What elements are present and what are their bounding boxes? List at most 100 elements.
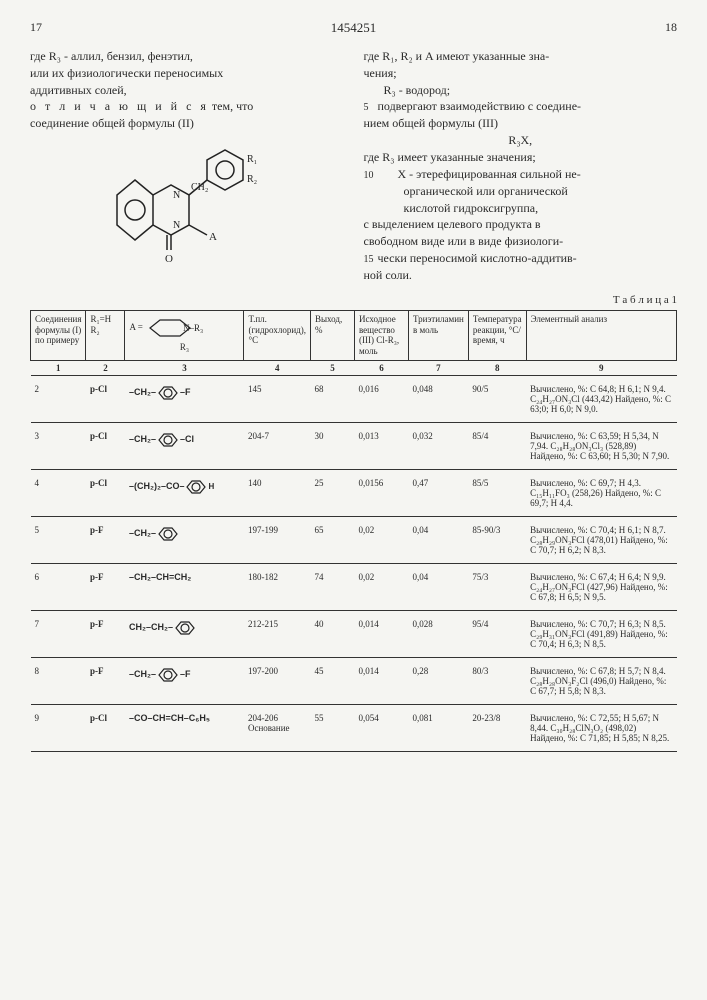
table-cell: 197-199 [244, 516, 311, 563]
svg-text:N: N [173, 220, 180, 231]
col-number: 1 [31, 360, 86, 375]
table-cell: 0,016 [354, 375, 408, 422]
text-line: чения; [364, 65, 678, 82]
table-cell: 20-23/8 [468, 704, 526, 751]
svg-text:A: A [209, 231, 217, 243]
col-header: R₁=H R₂ [86, 310, 125, 360]
table-cell: p-Cl [86, 704, 125, 751]
table-cell: 0,032 [408, 422, 468, 469]
table-cell: p-F [86, 657, 125, 704]
col-number: 2 [86, 360, 125, 375]
table-cell: 0,028 [408, 610, 468, 657]
col-header: A = N–R₃ R₃ [125, 310, 244, 360]
text-line: кислотой гидроксигруппа, [404, 200, 678, 217]
table-cell: 9 [31, 704, 86, 751]
table-cell: –CH₂–CH=CH₂ [125, 563, 244, 610]
table-cell: Вычислено, %: C 69,7; H 4,3. C₁₅H₁₁FO₃ (… [526, 469, 676, 516]
table-cell: 3 [31, 422, 86, 469]
table-row: 7p-FCH₂–CH₂–212-215400,0140,02895/4Вычис… [31, 610, 677, 657]
table-cell: 74 [310, 563, 354, 610]
col-number: 9 [526, 360, 676, 375]
table-cell: 7 [31, 610, 86, 657]
table-row: 5p-F–CH₂–197-199650,020,0485-90/3Вычисле… [31, 516, 677, 563]
text-line: аддитивных солей, [30, 82, 344, 99]
table-cell: 0,02 [354, 516, 408, 563]
table-row: 2p-Cl–CH₂––F145680,0160,04890/5Вычислено… [31, 375, 677, 422]
text-line: подвергают взаимодействию с соедине- [378, 99, 582, 113]
table-cell: 95/4 [468, 610, 526, 657]
table-cell: 0,081 [408, 704, 468, 751]
table-cell: 6 [31, 563, 86, 610]
col-header: Исходное вещество (III) Cl-R₃, моль [354, 310, 408, 360]
patent-number: 1454251 [331, 20, 377, 36]
data-table: Соединения формулы (I) по примеру R₁=H R… [30, 310, 677, 752]
table-cell: Вычислено, %: C 70,7; H 6,3; N 8,5. C₂₉H… [526, 610, 676, 657]
table-cell: 0,054 [354, 704, 408, 751]
text-line: где R₁, R₂ и A имеют указанные зна- [364, 48, 678, 65]
table-cell: p-F [86, 516, 125, 563]
table-cell: p-Cl [86, 375, 125, 422]
table-cell: 90/5 [468, 375, 526, 422]
table-cell: 80/3 [468, 657, 526, 704]
table-cell: 0,013 [354, 422, 408, 469]
col-number: 4 [244, 360, 311, 375]
text-line: ной соли. [364, 267, 678, 284]
table-cell: Вычислено, %: C 67,8; H 5,7; N 8,4. C₂₈H… [526, 657, 676, 704]
line-number: 5 [364, 101, 378, 115]
formula-text: R₃X, [364, 132, 678, 149]
table-cell: 145 [244, 375, 311, 422]
page-left: 17 [30, 20, 42, 44]
table-cell: 0,04 [408, 563, 468, 610]
table-label: Т а б л и ц а 1 [30, 294, 677, 306]
col-header: Соединения формулы (I) по примеру [31, 310, 86, 360]
table-cell: 75/3 [468, 563, 526, 610]
svg-text:R₁: R₁ [247, 154, 257, 165]
table-cell: 0,02 [354, 563, 408, 610]
table-cell: Вычислено, %: C 63,59; H 5,34, N 7,94. C… [526, 422, 676, 469]
table-cell: –CH₂– [125, 516, 244, 563]
page-right: 18 [665, 20, 677, 44]
table-cell: Вычислено, %: C 72,55; H 5,67; N 8,44. C… [526, 704, 676, 751]
svg-text:R₂: R₂ [247, 174, 257, 185]
col-number: 3 [125, 360, 244, 375]
table-cell: 212-215 [244, 610, 311, 657]
table-row: 6p-F–CH₂–CH=CH₂180-182740,020,0475/3Вычи… [31, 563, 677, 610]
col-header: Триэтиламин в моль [408, 310, 468, 360]
right-column: где R₁, R₂ и A имеют указанные зна- чени… [364, 48, 678, 284]
table-cell: 65 [310, 516, 354, 563]
table-cell: 40 [310, 610, 354, 657]
table-cell: 0,014 [354, 657, 408, 704]
table-cell: 0,0156 [354, 469, 408, 516]
col-header: Т.пл. (гидрохлорид), °C [244, 310, 311, 360]
chemical-structure-formula-2: CH₂ R₁ R₂ N N A O [30, 140, 344, 275]
col-header: Выход, % [310, 310, 354, 360]
table-cell: p-F [86, 563, 125, 610]
text-line: где R₃ имеет указанные значения; [364, 149, 678, 166]
table-row: 8p-F–CH₂––F197-200450,0140,2880/3Вычисле… [31, 657, 677, 704]
svg-text:N–R₃: N–R₃ [183, 323, 203, 333]
table-cell: p-Cl [86, 469, 125, 516]
text-line: органической или органической [404, 183, 678, 200]
svg-text:O: O [165, 253, 173, 265]
col-header: Температура реакции, °C/время, ч [468, 310, 526, 360]
text-line: о т л и ч а ю щ и й с я тем, что [30, 98, 344, 115]
col-number: 7 [408, 360, 468, 375]
col-header: Элементный анализ [526, 310, 676, 360]
col-number: 8 [468, 360, 526, 375]
table-cell: 45 [310, 657, 354, 704]
table-cell: p-F [86, 610, 125, 657]
table-cell: –CH₂––F [125, 375, 244, 422]
text-line: R₃ - водород; [384, 82, 678, 99]
table-cell: 0,04 [408, 516, 468, 563]
table-cell: 197-200 [244, 657, 311, 704]
text-line: нием общей формулы (III) [364, 115, 678, 132]
table-cell: 5 [31, 516, 86, 563]
table-cell: –CH₂––Cl [125, 422, 244, 469]
col-number: 6 [354, 360, 408, 375]
table-cell: 0,47 [408, 469, 468, 516]
table-cell: Вычислено, %: C 70,4; H 6,1; N 8,7. C₂₈H… [526, 516, 676, 563]
table-cell: –(CH₂)₂–CO–H [125, 469, 244, 516]
svg-text:CH₂: CH₂ [191, 182, 208, 193]
table-cell: 85/5 [468, 469, 526, 516]
text-line: X - этерефицированная сильной не- [398, 167, 581, 181]
